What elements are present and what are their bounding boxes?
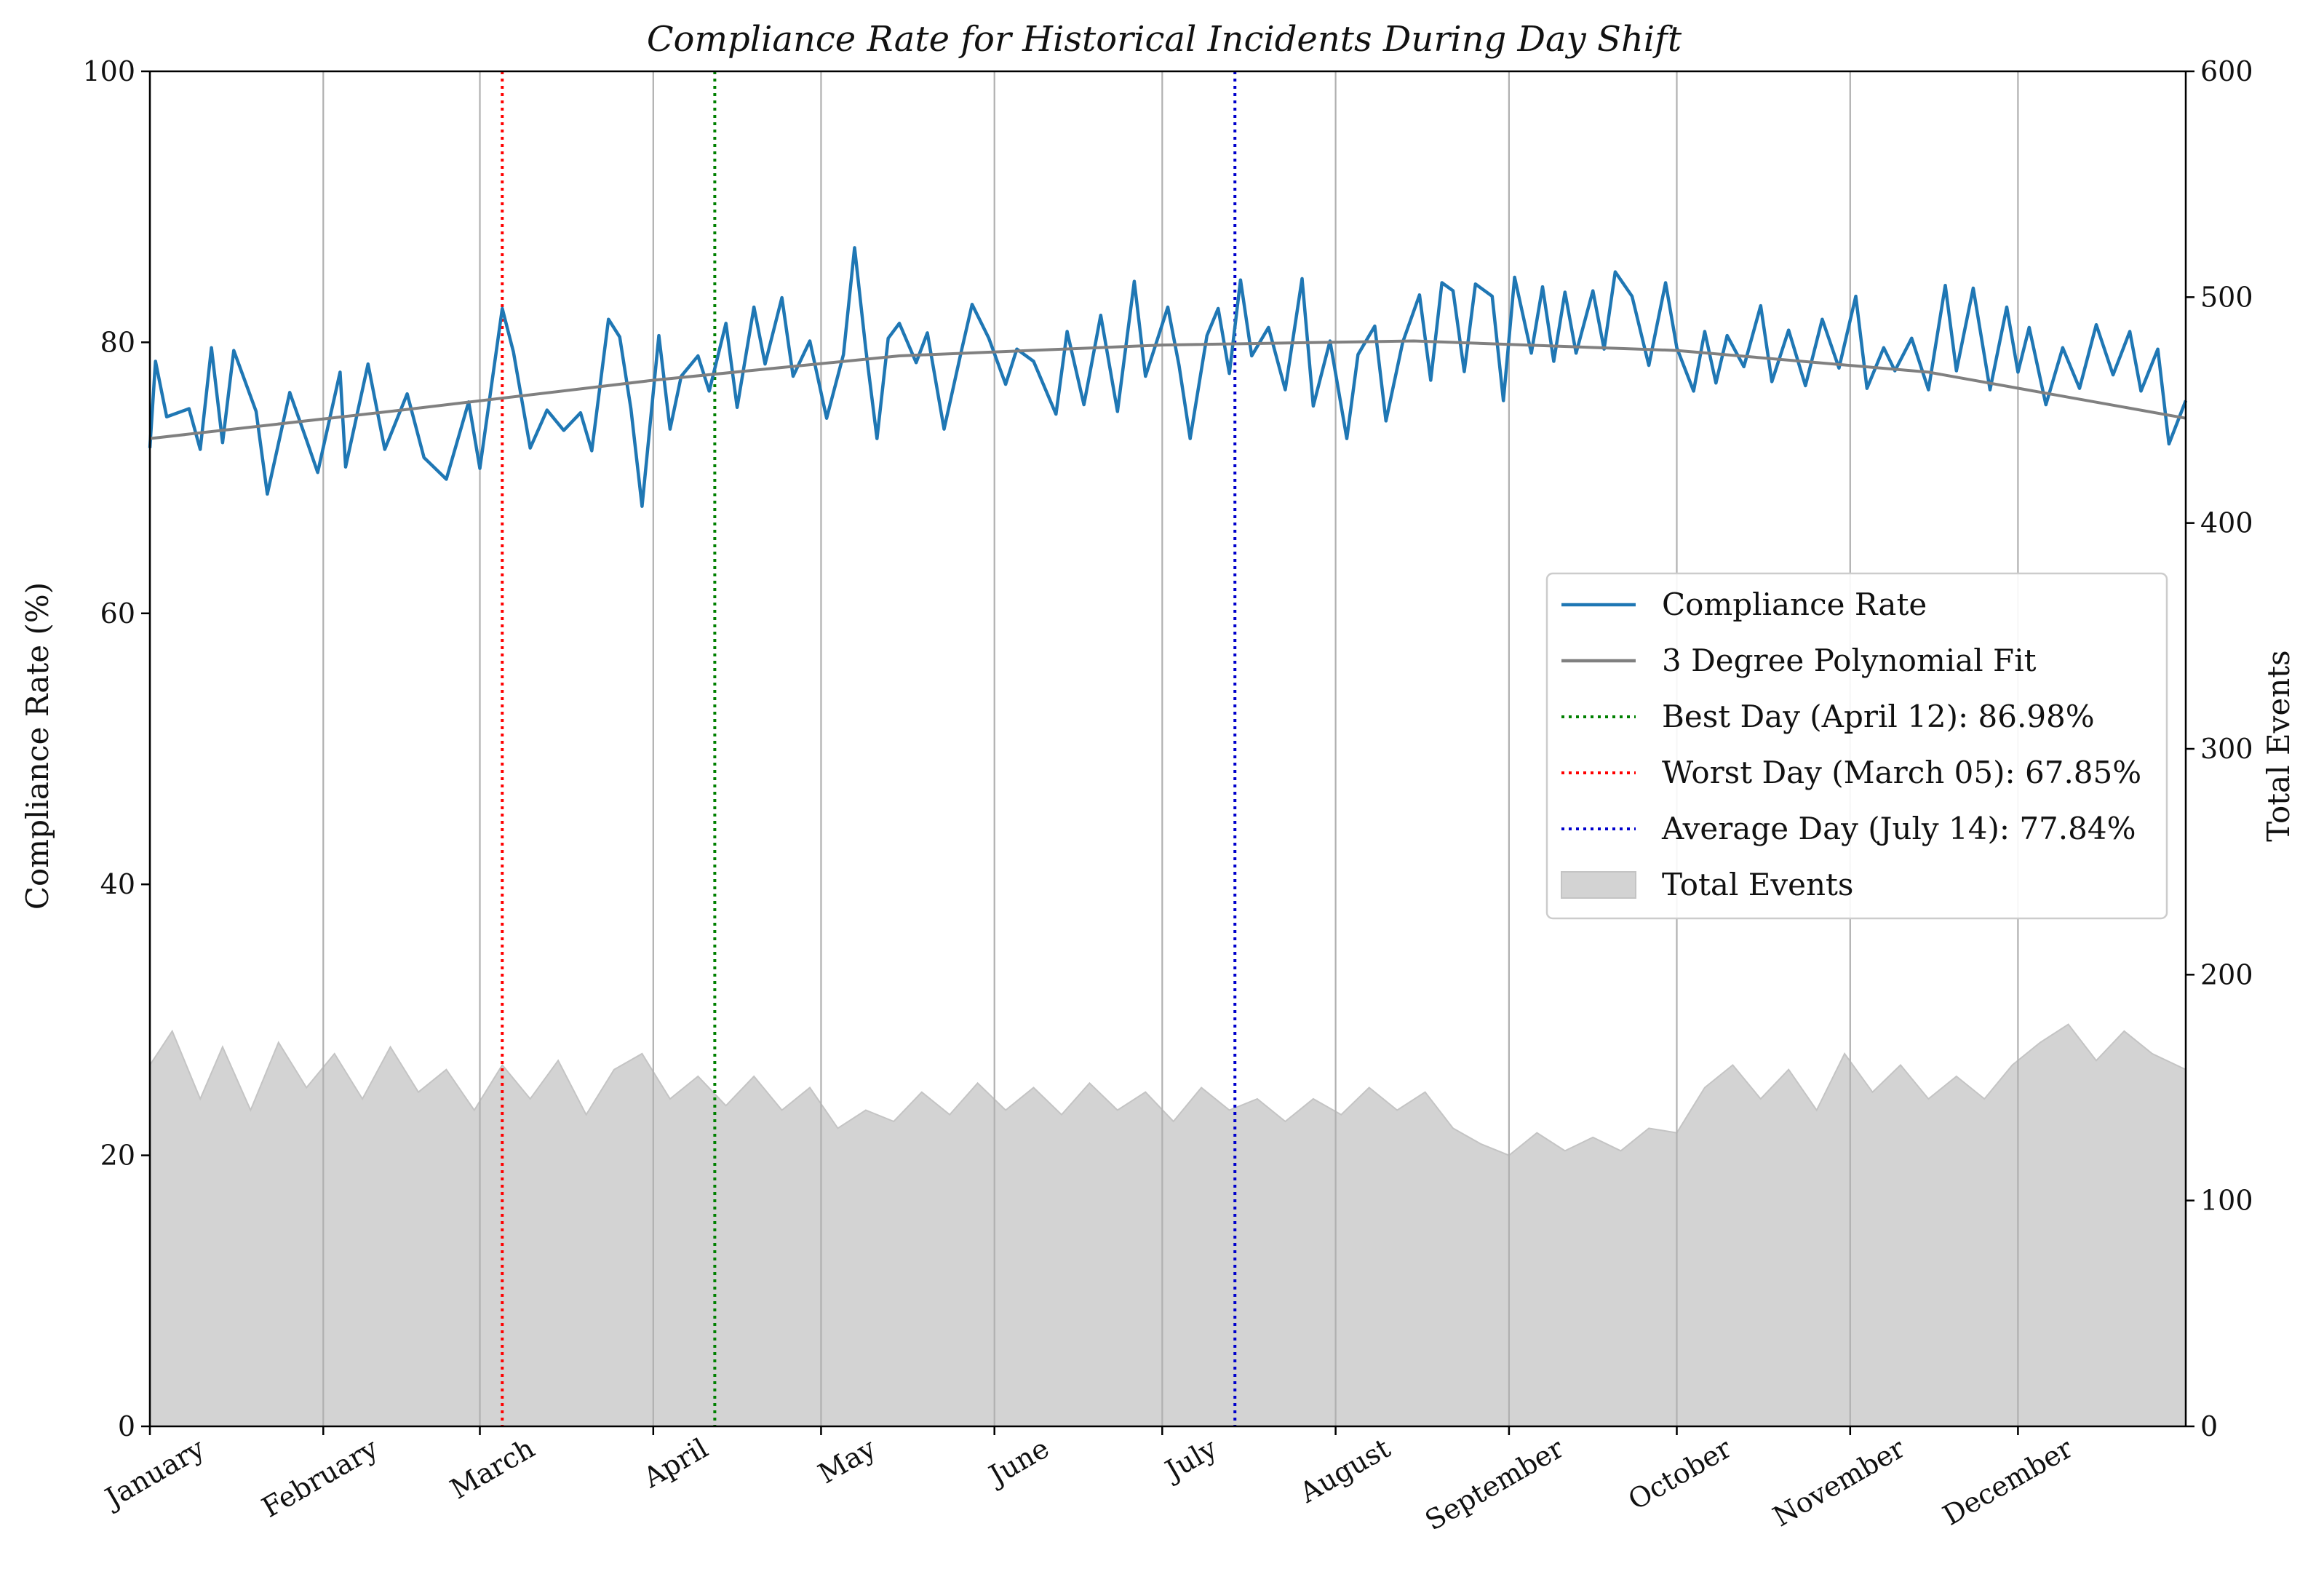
y-tick-label-100: 100 <box>82 55 135 87</box>
y-tick-label-40: 40 <box>100 868 135 900</box>
legend-entry-5-label: Total Events <box>1662 867 1853 902</box>
legend-entry-2-label: Best Day (April 12): 86.98% <box>1662 699 2095 734</box>
y2-tick-label-200: 200 <box>2200 958 2253 990</box>
legend-entry-3-label: Worst Day (March 05): 67.85% <box>1662 755 2141 790</box>
legend-box <box>1545 572 2168 920</box>
chart-title: Compliance Rate for Historical Incidents… <box>647 19 1682 60</box>
y2-tick-label-400: 400 <box>2200 507 2253 539</box>
series-compliance-rate-line <box>148 246 2188 508</box>
legend-entry-0-label: Compliance Rate <box>1662 587 1927 622</box>
y-axis-title: Compliance Rate (%) <box>20 582 55 910</box>
y2-tick-label-600: 600 <box>2200 55 2253 87</box>
y-tick-label-80: 80 <box>100 326 135 358</box>
y2-tick-label-300: 300 <box>2200 733 2253 765</box>
y2-axis-title: Total Events <box>2261 650 2296 841</box>
y2-tick-label-100: 100 <box>2200 1185 2253 1217</box>
y2-tick-label-500: 500 <box>2200 281 2253 313</box>
legend-entry-5-swatch <box>1561 871 1636 899</box>
legend-entry-4-label: Average Day (July 14): 77.84% <box>1661 811 2136 846</box>
y-tick-label-0: 0 <box>118 1410 135 1442</box>
series-polynomial-fit-line <box>149 339 2186 440</box>
y-tick-label-60: 60 <box>100 597 135 629</box>
legend: Compliance Rate 3 Degree Polynomial Fit Be… <box>1545 572 2168 920</box>
legend-entry-1-label: 3 Degree Polynomial Fit <box>1662 643 2037 678</box>
y-tick-label-20: 20 <box>100 1140 135 1172</box>
y2-tick-label-0: 0 <box>2200 1410 2218 1442</box>
